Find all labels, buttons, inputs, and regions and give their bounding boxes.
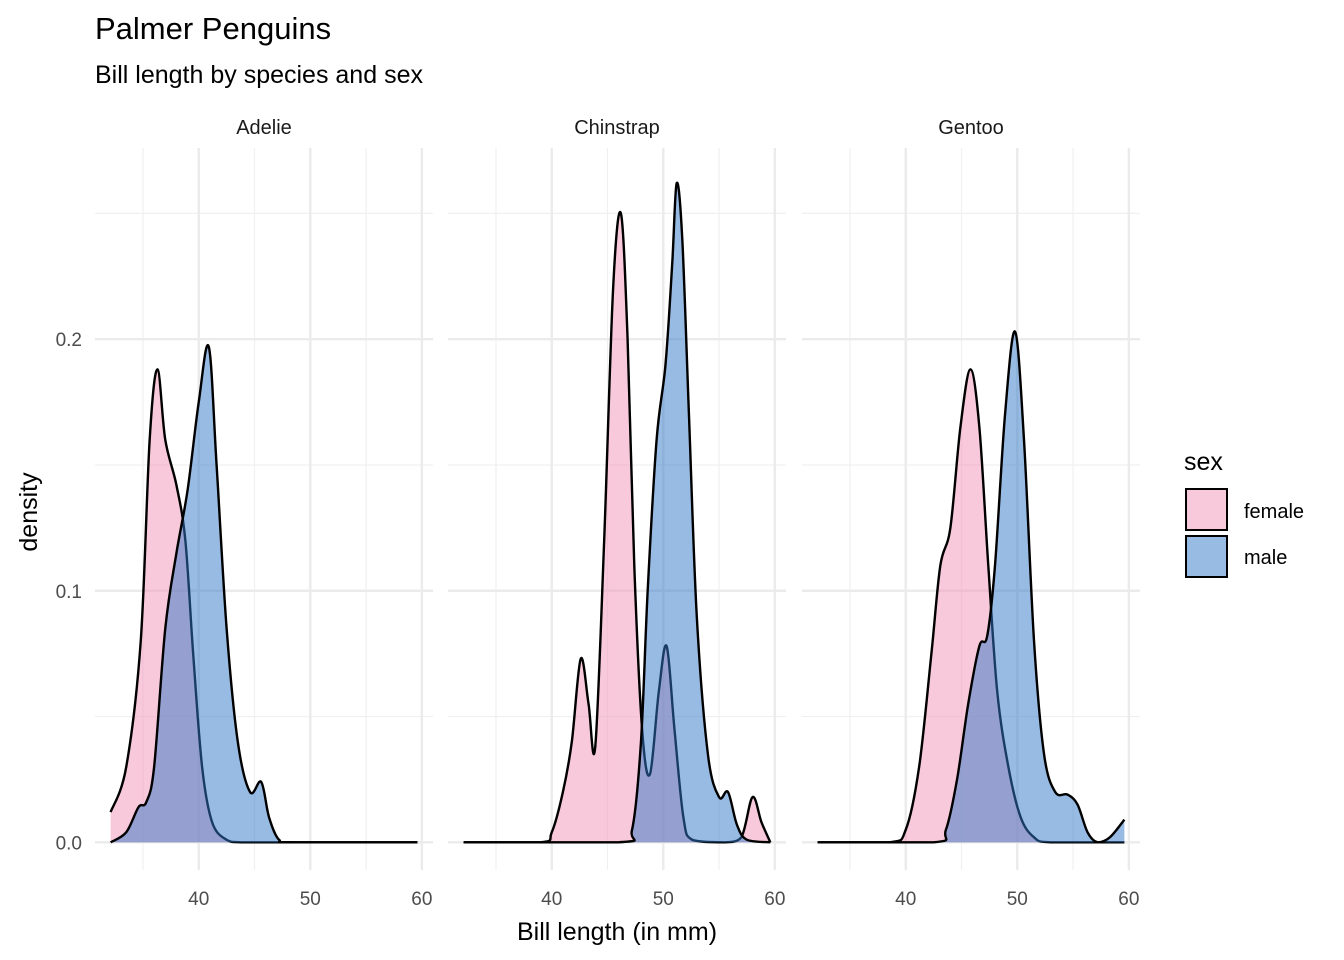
facet-adelie: Adelie 40 50 60 — [95, 117, 433, 910]
x-tick-label: 40 — [188, 889, 209, 910]
legend-key-female — [1185, 488, 1228, 531]
chart-title: Palmer Penguins — [95, 11, 331, 46]
density-area-female — [463, 211, 771, 843]
legend-label-female: female — [1244, 501, 1304, 523]
density-area-male — [817, 331, 1125, 843]
x-tick-label: 50 — [1007, 889, 1028, 910]
facet-gentoo: Gentoo 40 50 60 — [802, 117, 1140, 910]
x-axis-label: Bill length (in mm) — [517, 918, 717, 946]
y-tick-label: 0.2 — [56, 330, 82, 351]
x-tick-label: 40 — [541, 889, 562, 910]
legend-title: sex — [1184, 448, 1223, 476]
facet-chinstrap: Chinstrap 40 50 60 — [448, 117, 786, 910]
x-tick-label: 40 — [895, 889, 916, 910]
density-area-male — [110, 345, 418, 843]
facet-strip-label: Adelie — [236, 117, 292, 139]
x-tick-label: 60 — [764, 889, 785, 910]
y-tick-label: 0.1 — [56, 582, 82, 603]
legend-label-male: male — [1244, 547, 1287, 569]
density-area-male — [463, 182, 771, 843]
x-tick-label: 60 — [411, 889, 432, 910]
x-tick-label: 50 — [653, 889, 674, 910]
legend: sex female male — [1184, 448, 1304, 578]
x-tick-label: 50 — [300, 889, 321, 910]
facet-strip-label: Chinstrap — [574, 117, 660, 139]
density-area-female — [817, 369, 1125, 843]
density-line-male — [817, 330, 1126, 844]
facet-strip-label: Gentoo — [938, 117, 1004, 139]
x-tick-label: 60 — [1118, 889, 1139, 910]
y-tick-label: 0.0 — [56, 833, 82, 854]
y-axis-label: density — [15, 472, 43, 552]
chart-subtitle: Bill length by species and sex — [95, 61, 423, 89]
density-line-male — [109, 343, 418, 844]
legend-key-male — [1185, 535, 1228, 578]
density-line-male — [463, 181, 771, 844]
